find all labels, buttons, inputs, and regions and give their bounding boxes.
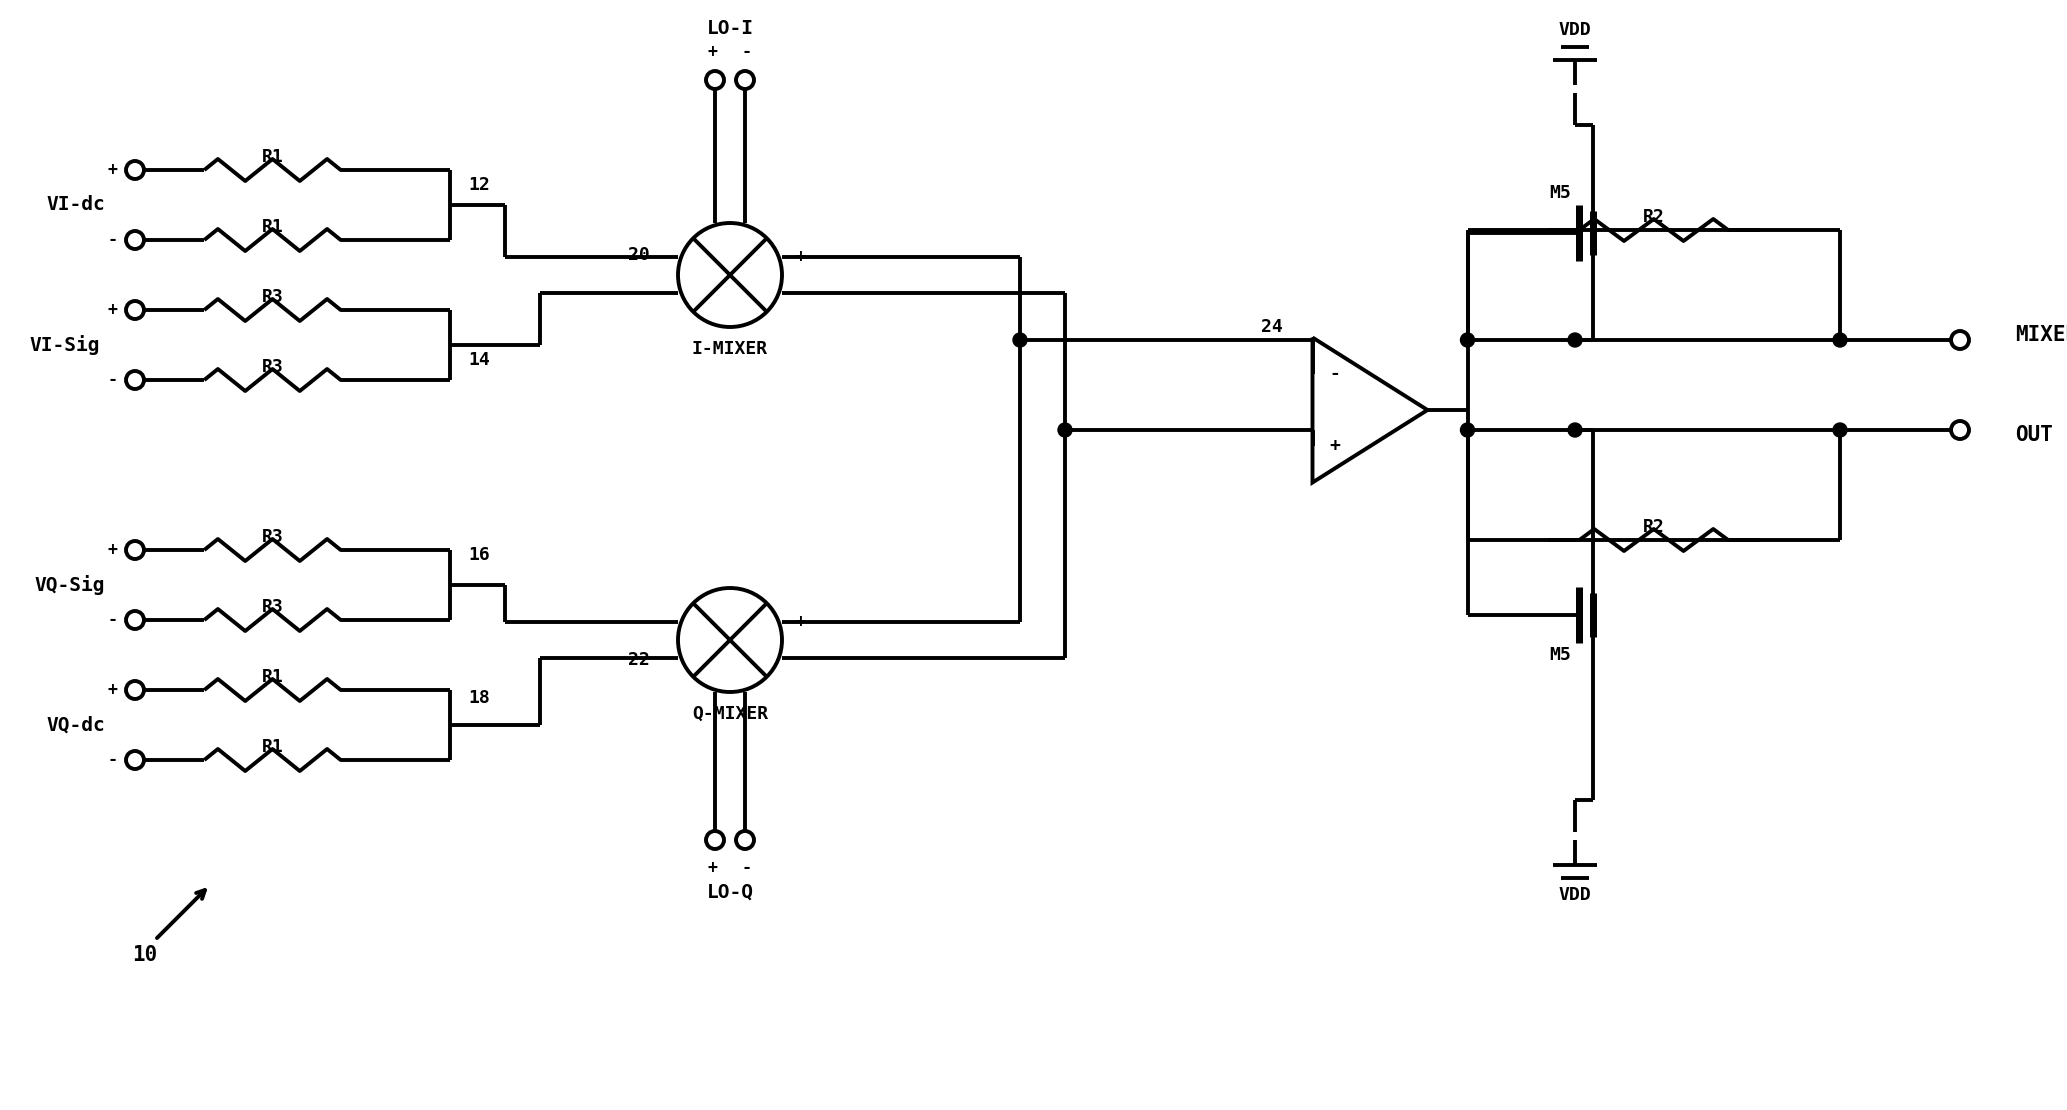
Text: 16: 16 [467, 546, 490, 564]
Text: -: - [796, 284, 804, 302]
Text: 24: 24 [1261, 319, 1282, 336]
Text: -: - [742, 859, 752, 877]
Circle shape [1013, 333, 1027, 347]
Text: VI-dc: VI-dc [45, 195, 105, 214]
Text: R2: R2 [1643, 518, 1664, 536]
Text: +: + [1329, 437, 1339, 455]
Text: Q-MIXER: Q-MIXER [692, 705, 769, 723]
Text: R3: R3 [263, 287, 283, 306]
Text: +: + [709, 43, 717, 61]
Text: -: - [107, 610, 118, 629]
Circle shape [1833, 423, 1848, 437]
Text: 20: 20 [628, 246, 649, 264]
Text: R3: R3 [263, 528, 283, 546]
Text: VQ-Sig: VQ-Sig [35, 575, 105, 595]
Text: +: + [107, 541, 118, 559]
Circle shape [1833, 333, 1848, 347]
Text: 22: 22 [628, 650, 649, 669]
Text: +: + [107, 682, 118, 699]
Text: -: - [742, 43, 752, 61]
Text: -: - [107, 371, 118, 388]
Text: 14: 14 [467, 351, 490, 369]
Text: 10: 10 [132, 945, 157, 965]
Text: VI-Sig: VI-Sig [29, 335, 99, 355]
Circle shape [1058, 423, 1073, 437]
Text: R1: R1 [263, 218, 283, 236]
Text: M5: M5 [1548, 183, 1571, 202]
Text: VDD: VDD [1559, 21, 1592, 39]
Text: R2: R2 [1643, 208, 1664, 226]
Text: LO-Q: LO-Q [707, 882, 754, 901]
Text: R1: R1 [263, 668, 283, 686]
Text: VDD: VDD [1559, 886, 1592, 904]
Circle shape [1569, 333, 1581, 347]
Text: -: - [796, 649, 804, 667]
Text: LO-I: LO-I [707, 19, 754, 38]
Text: R3: R3 [263, 359, 283, 376]
Text: 12: 12 [467, 176, 490, 194]
Circle shape [1569, 423, 1581, 437]
Text: +: + [107, 161, 118, 179]
Text: -: - [107, 751, 118, 769]
Text: +: + [796, 248, 804, 266]
Text: M5: M5 [1548, 646, 1571, 664]
Text: VQ-dc: VQ-dc [45, 716, 105, 735]
Text: OUT: OUT [2015, 425, 2053, 445]
Text: 18: 18 [467, 689, 490, 707]
Text: R3: R3 [263, 598, 283, 616]
Text: MIXER: MIXER [2015, 325, 2067, 345]
Circle shape [1461, 423, 1474, 437]
Text: R1: R1 [263, 738, 283, 756]
Text: +: + [796, 613, 804, 630]
Text: +: + [107, 301, 118, 319]
Text: R1: R1 [263, 148, 283, 166]
Text: +: + [709, 859, 717, 877]
Text: I-MIXER: I-MIXER [692, 340, 769, 359]
Text: -: - [1329, 365, 1339, 383]
Circle shape [1461, 333, 1474, 347]
Text: -: - [107, 231, 118, 249]
